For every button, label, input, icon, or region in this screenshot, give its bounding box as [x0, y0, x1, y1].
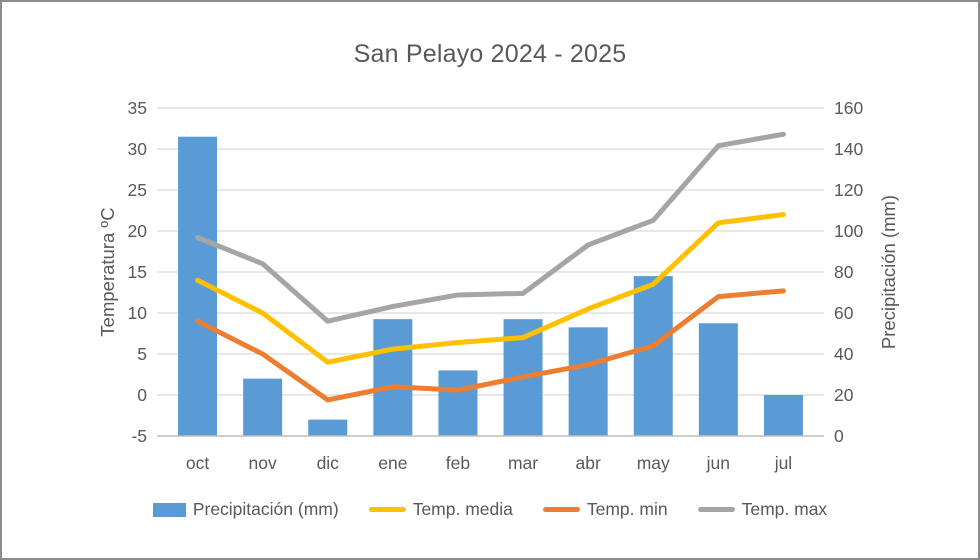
- bar-feb: [438, 370, 478, 436]
- left-axis-tick-label: 25: [128, 180, 147, 200]
- x-axis-label-abr: abr: [576, 453, 601, 473]
- left-axis-tick-label: 10: [128, 303, 148, 323]
- left-axis-title: Temperatura ºC: [97, 207, 118, 336]
- bar-jun: [698, 323, 738, 436]
- left-axis-tick-label: 30: [128, 139, 148, 159]
- left-axis-tick-label: 15: [128, 262, 147, 282]
- x-axis-label-mar: mar: [508, 453, 538, 473]
- bar-nov: [243, 378, 283, 436]
- legend-line-swatch: [697, 507, 735, 512]
- left-axis-tick-label: 35: [128, 98, 147, 118]
- x-axis-label-may: may: [637, 453, 670, 473]
- line-temp-max: [195, 131, 786, 324]
- x-axis-label-feb: feb: [446, 453, 470, 473]
- line-temp-min: [195, 288, 786, 403]
- right-axis-tick-label: 80: [834, 262, 854, 282]
- x-axis-label-jul: jul: [774, 453, 793, 473]
- x-axis-label-dic: dic: [317, 453, 340, 473]
- legend-line-swatch: [542, 507, 580, 512]
- chart-legend: Precipitación (mm) Temp. media Temp. min Te…: [2, 499, 978, 520]
- left-axis-tick-label: 20: [128, 221, 148, 241]
- bar-abr: [568, 327, 608, 436]
- x-axis-label-ene: ene: [378, 453, 407, 473]
- legend-label: Temp. min: [586, 499, 668, 519]
- right-axis-tick-label: 140: [834, 139, 863, 159]
- x-axis-label-nov: nov: [249, 453, 277, 473]
- right-axis-tick-label: 0: [834, 426, 844, 446]
- left-axis-tick-label: 0: [137, 385, 147, 405]
- bar-may: [633, 276, 673, 436]
- right-axis-tick-label: 20: [834, 385, 854, 405]
- legend-label: Temp. max: [741, 499, 828, 519]
- bar-ene: [373, 319, 413, 436]
- x-axis-label-jun: jun: [706, 453, 730, 473]
- legend-item-precipitaci-n-mm: Precipitación (mm): [152, 499, 339, 520]
- legend-item-temp-min: Temp. min: [542, 499, 668, 520]
- right-axis-tick-label: 60: [834, 303, 854, 323]
- right-axis-tick-label: 100: [834, 221, 863, 241]
- legend-label: Temp. media: [412, 499, 513, 519]
- chart-title: San Pelayo 2024 - 2025: [353, 40, 627, 68]
- legend-line-swatch: [368, 507, 406, 512]
- right-axis-tick-label: 120: [834, 180, 863, 200]
- left-axis-tick-label: 5: [137, 344, 147, 364]
- x-axis-label-oct: oct: [186, 453, 209, 473]
- line-temp-media: [195, 212, 786, 365]
- legend-item-temp-max: Temp. max: [697, 499, 828, 520]
- right-axis-tick-label: 40: [834, 344, 854, 364]
- left-axis-tick-label: -5: [131, 426, 147, 446]
- bar-jul: [763, 395, 803, 436]
- legend-item-temp-media: Temp. media: [368, 499, 513, 520]
- legend-label: Precipitación (mm): [192, 499, 339, 519]
- legend-bar-swatch: [152, 502, 186, 517]
- right-axis-tick-label: 160: [834, 98, 863, 118]
- right-axis-title: Precipitación (mm): [878, 195, 899, 349]
- bar-dic: [308, 419, 348, 436]
